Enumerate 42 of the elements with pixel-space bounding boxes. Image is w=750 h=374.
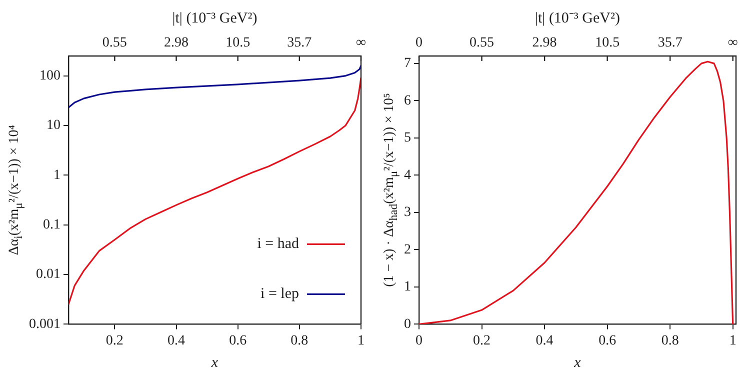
text: 0.55 xyxy=(470,36,494,51)
y-tick-label: 2 xyxy=(404,242,411,258)
text: 10.5 xyxy=(226,36,250,51)
text: 10.5 xyxy=(595,36,620,51)
y-tick-label: 3 xyxy=(404,205,411,220)
y-tick-label: 100 xyxy=(40,68,60,84)
x-tick-label: 0.6 xyxy=(229,333,247,348)
text: ∞ xyxy=(356,36,366,51)
y-tick-label: 5 xyxy=(404,130,411,146)
legend-label: i = lep xyxy=(260,286,299,302)
x-tick-label: 1 xyxy=(729,333,736,348)
x-axis-title: x xyxy=(210,354,218,371)
y-tick-label: 1 xyxy=(404,280,411,295)
text: 2.98 xyxy=(164,36,189,51)
x-tick-label: 0.4 xyxy=(168,333,186,348)
x-tick-label: 0.8 xyxy=(661,333,679,348)
y-tick-label: 7 xyxy=(404,56,411,72)
x-tick-label: 0.8 xyxy=(290,333,308,348)
x-tick-label: 0 xyxy=(416,333,422,348)
text: 0 xyxy=(416,36,422,51)
y-tick-label: 6 xyxy=(404,93,411,108)
y-tick-label: 0.1 xyxy=(43,218,60,232)
y-tick-label: 0.01 xyxy=(36,267,60,282)
text: ∞ xyxy=(728,36,738,51)
x-tick-label: 0.4 xyxy=(536,333,554,348)
y-tick-label: 0 xyxy=(404,316,411,332)
y-tick-label: 10 xyxy=(46,118,60,134)
text: 0.55 xyxy=(102,36,127,51)
x2-axis-title: |t| (10⁻³ GeV²) xyxy=(535,10,620,26)
y-tick-label: 1 xyxy=(54,168,60,183)
x-tick-label: 0.2 xyxy=(106,333,124,348)
y-tick-label: 0.001 xyxy=(29,316,60,332)
legend-label: i = had xyxy=(257,236,300,252)
x2-axis-title: |t| (10⁻³ GeV²) xyxy=(172,10,258,26)
x-tick-label: 0.2 xyxy=(473,333,491,348)
text: 2.98 xyxy=(532,36,557,51)
text: 35.7 xyxy=(658,36,682,51)
text: 35.7 xyxy=(287,36,312,51)
x-tick-label: 0.6 xyxy=(598,333,616,348)
x-axis-title: x xyxy=(573,354,582,371)
x-tick-label: 1 xyxy=(358,333,364,348)
y-tick-label: 4 xyxy=(404,168,411,183)
